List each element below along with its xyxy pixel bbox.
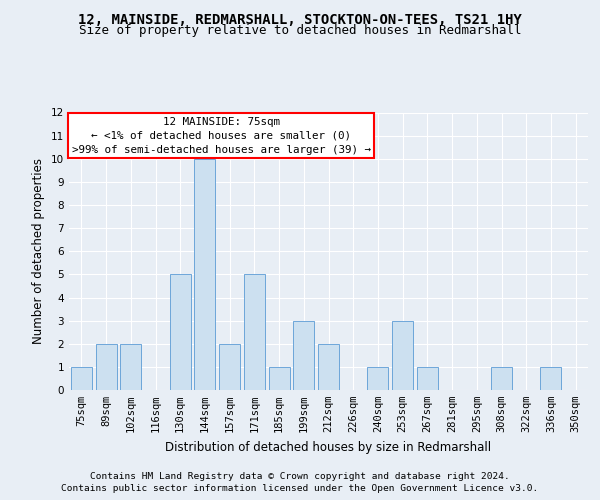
Bar bbox=[269, 367, 290, 390]
Bar bbox=[244, 274, 265, 390]
Bar bbox=[491, 367, 512, 390]
Bar bbox=[95, 344, 116, 390]
Bar bbox=[318, 344, 339, 390]
Text: Contains public sector information licensed under the Open Government Licence v3: Contains public sector information licen… bbox=[61, 484, 539, 493]
Bar bbox=[293, 320, 314, 390]
Bar bbox=[170, 274, 191, 390]
Bar bbox=[417, 367, 438, 390]
Text: Contains HM Land Registry data © Crown copyright and database right 2024.: Contains HM Land Registry data © Crown c… bbox=[90, 472, 510, 481]
Bar bbox=[194, 159, 215, 390]
Text: 12, MAINSIDE, REDMARSHALL, STOCKTON-ON-TEES, TS21 1HY: 12, MAINSIDE, REDMARSHALL, STOCKTON-ON-T… bbox=[78, 12, 522, 26]
Bar bbox=[367, 367, 388, 390]
Text: 12 MAINSIDE: 75sqm
← <1% of detached houses are smaller (0)
>99% of semi-detache: 12 MAINSIDE: 75sqm ← <1% of detached hou… bbox=[71, 116, 371, 154]
Bar bbox=[120, 344, 141, 390]
Y-axis label: Number of detached properties: Number of detached properties bbox=[32, 158, 46, 344]
Bar bbox=[71, 367, 92, 390]
Bar bbox=[219, 344, 240, 390]
Text: Size of property relative to detached houses in Redmarshall: Size of property relative to detached ho… bbox=[79, 24, 521, 37]
X-axis label: Distribution of detached houses by size in Redmarshall: Distribution of detached houses by size … bbox=[166, 440, 491, 454]
Bar bbox=[541, 367, 562, 390]
Bar bbox=[392, 320, 413, 390]
